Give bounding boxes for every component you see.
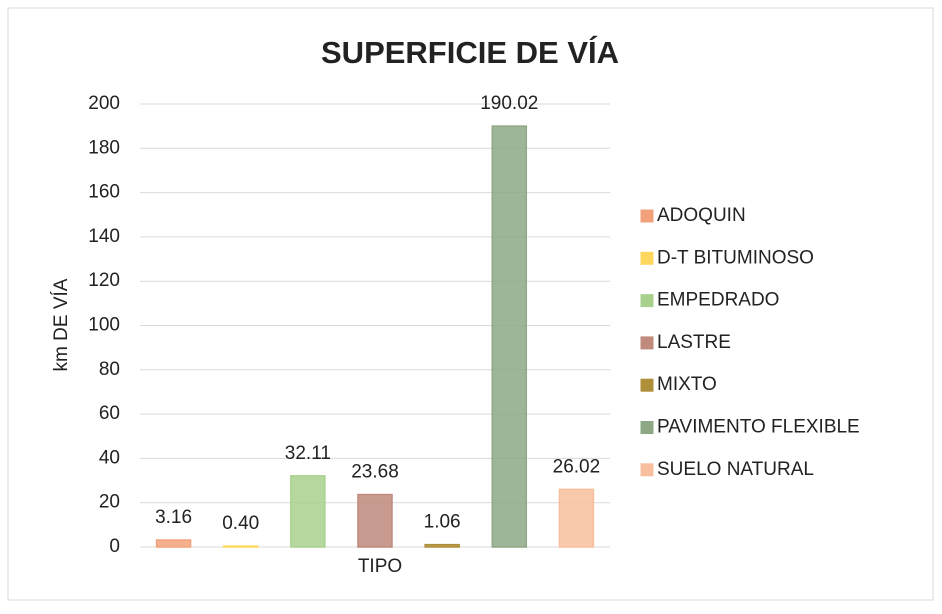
bar <box>424 543 460 548</box>
legend-swatch <box>640 421 654 434</box>
x-axis-label: TIPO <box>358 556 402 577</box>
chart-frame <box>7 7 934 601</box>
legend-swatch <box>640 378 654 392</box>
bar <box>491 125 528 548</box>
legend-swatch <box>640 209 654 223</box>
legend-label: MIXTO <box>657 374 717 395</box>
y-tick-label: 0 <box>109 536 120 557</box>
legend-label: EMPEDRADO <box>657 290 779 311</box>
legend-label: ADOQUIN <box>657 205 746 226</box>
y-axis-label: km DE VÍA <box>51 278 72 371</box>
legend-swatch <box>640 336 654 350</box>
y-tick-label: 140 <box>88 226 120 247</box>
bar <box>222 545 259 548</box>
data-label: 190.02 <box>480 93 538 114</box>
data-label: 23.68 <box>351 462 399 483</box>
y-tick-label: 20 <box>99 492 120 513</box>
legend-swatch <box>640 251 654 265</box>
bar <box>357 493 393 548</box>
legend-swatch <box>640 294 654 308</box>
legend-label: LASTRE <box>657 332 731 353</box>
y-tick-label: 160 <box>88 182 120 203</box>
legend-label: PAVIMENTO FLEXIBLE <box>657 417 860 438</box>
y-tick-label: 100 <box>88 315 120 336</box>
y-tick-label: 80 <box>99 359 120 380</box>
data-label: 3.16 <box>155 507 192 528</box>
chart-title: SUPERFICIE DE VÍA <box>321 35 619 70</box>
y-tick-label: 180 <box>88 137 120 158</box>
legend-label: D-T BITUMINOSO <box>657 247 814 268</box>
y-tick-label: 120 <box>88 270 120 291</box>
bar <box>155 539 192 548</box>
y-tick-label: 200 <box>88 93 120 114</box>
data-label: 26.02 <box>553 456 601 477</box>
legend-label: SUELO NATURAL <box>657 459 814 480</box>
data-label: 32.11 <box>285 443 331 464</box>
bar <box>558 488 595 548</box>
y-tick-label: 40 <box>99 447 120 468</box>
bar <box>290 475 326 548</box>
legend-swatch <box>640 463 654 477</box>
y-tick-label: 60 <box>99 403 120 424</box>
data-label: 0.40 <box>222 513 259 534</box>
data-label: 1.06 <box>424 512 461 533</box>
